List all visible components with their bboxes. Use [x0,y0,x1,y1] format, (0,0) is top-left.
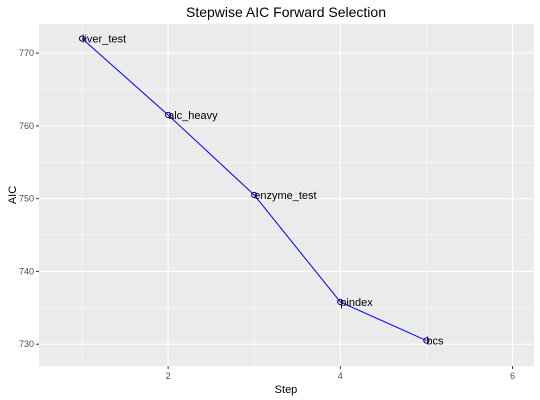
x-tick-label: 6 [510,371,515,381]
y-axis-title: AIC [7,186,19,204]
x-tick-labels: 2 4 6 [166,371,515,381]
x-tick-label: 4 [338,371,343,381]
y-tick-label: 760 [19,121,34,131]
chart-title: Stepwise AIC Forward Selection [186,4,386,20]
y-tick-label: 750 [19,194,34,204]
y-tick-label: 740 [19,266,34,276]
point-label: bcs [426,336,444,348]
point-label: liver_test [82,34,126,46]
y-tick-label: 730 [19,339,34,349]
point-label: pindex [340,297,373,309]
y-tick-label: 770 [19,48,34,58]
point-label: alc_heavy [168,110,218,122]
point-label: enzyme_test [254,190,316,202]
x-tick-label: 2 [166,371,171,381]
y-tick-labels: 730 740 750 760 770 [19,48,34,349]
x-axis-title: Step [275,384,298,396]
